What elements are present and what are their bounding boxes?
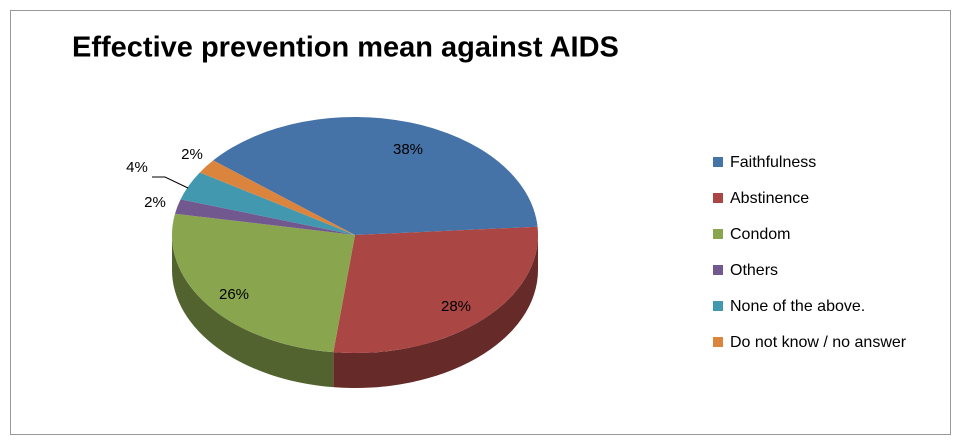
legend-label: Do not know / no answer (730, 334, 907, 351)
data-label: 2% (144, 194, 166, 211)
legend-swatch (713, 265, 723, 275)
legend-swatch (713, 337, 723, 347)
slice-side (333, 235, 538, 388)
slice (180, 172, 355, 235)
slice-side (172, 235, 334, 388)
data-label: 28% (441, 298, 471, 315)
data-label: 38% (393, 141, 423, 158)
leader-line (152, 176, 189, 189)
legend-swatch (713, 157, 723, 167)
legend-label: Faithfulness (730, 154, 816, 171)
slice (333, 226, 538, 353)
chart-title: Effective prevention mean against AIDS (72, 32, 619, 64)
data-label: 26% (219, 286, 249, 303)
slice (171, 213, 355, 353)
legend-label: None of the above. (730, 298, 865, 315)
slice (213, 117, 538, 235)
legend-label: Condom (730, 226, 790, 243)
slice (199, 160, 355, 235)
legend-swatch (713, 193, 723, 203)
legend-swatch (713, 301, 723, 311)
legend-label: Abstinence (730, 190, 809, 207)
legend-label: Others (730, 262, 778, 279)
legend-swatch (713, 229, 723, 239)
data-label: 2% (181, 146, 203, 163)
slice (175, 199, 355, 235)
data-label: 4% (126, 159, 148, 176)
